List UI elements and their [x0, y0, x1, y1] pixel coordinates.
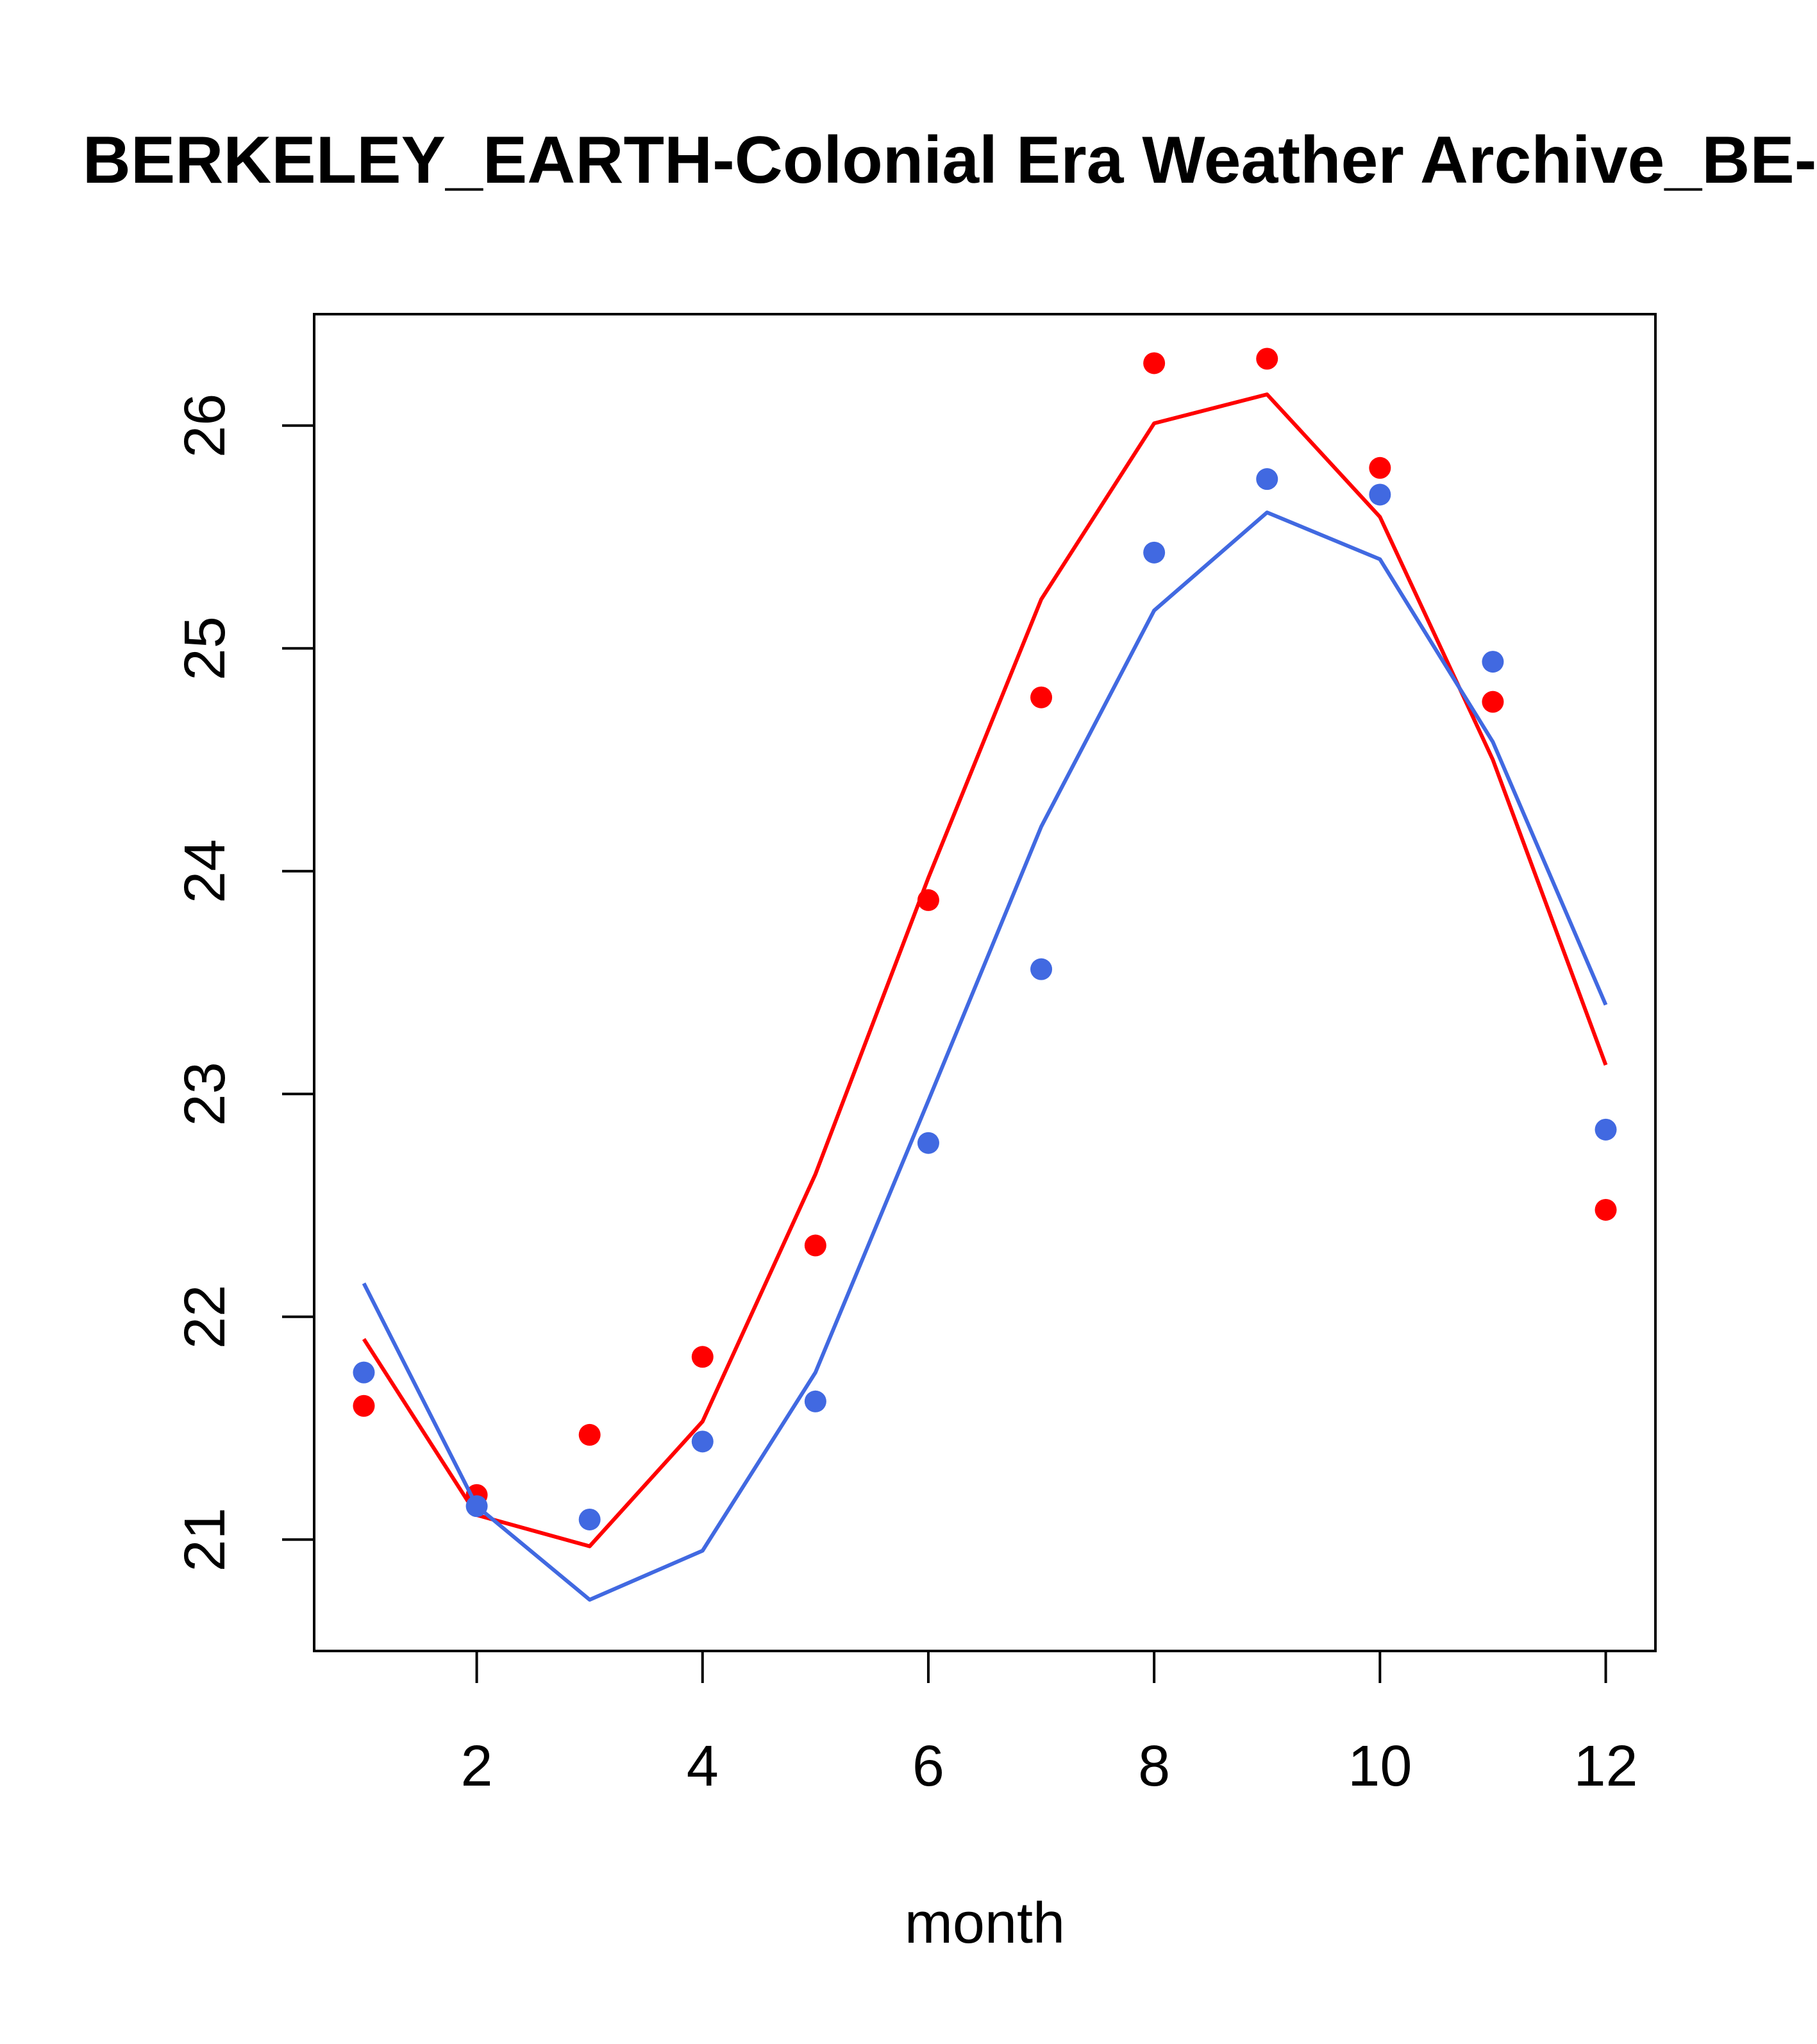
series-2-point — [353, 1361, 375, 1384]
series-1-point — [1369, 457, 1391, 479]
series-1-point — [1482, 691, 1504, 713]
series-2-point — [804, 1390, 826, 1412]
series-2-point — [1369, 483, 1391, 506]
x-axis: 2 4 6 8 10 12 — [461, 1651, 1638, 1798]
y-tick-label: 23 — [173, 1062, 237, 1126]
series-1-point — [1256, 348, 1278, 370]
x-tick-label: 6 — [912, 1734, 944, 1798]
series-1-point — [578, 1423, 601, 1446]
y-tick-label: 26 — [173, 394, 237, 458]
x-tick-label: 10 — [1348, 1734, 1412, 1798]
series-layer — [353, 348, 1617, 1602]
y-axis: 21 22 23 24 25 26 — [173, 394, 314, 1571]
series-1 — [353, 348, 1617, 1548]
y-tick-label: 21 — [173, 1507, 237, 1571]
y-tick-label: 24 — [173, 839, 237, 903]
series-2-point — [917, 1132, 939, 1154]
series-1-point — [804, 1234, 826, 1257]
series-1-point — [917, 889, 939, 911]
series-1-line — [362, 392, 1608, 1548]
x-axis-label: month — [905, 1891, 1065, 1956]
series-1-point — [691, 1346, 714, 1368]
series-1-point — [1030, 686, 1053, 708]
series-2-point — [1482, 651, 1504, 673]
series-2-point — [691, 1430, 714, 1453]
series-1-point — [353, 1395, 375, 1417]
x-tick-label: 4 — [687, 1734, 719, 1798]
series-2-point — [1030, 958, 1053, 980]
series-1-point — [1595, 1198, 1617, 1221]
series-2-point — [1143, 541, 1166, 564]
plot-frame — [313, 313, 1657, 1652]
y-tick-label: 22 — [173, 1285, 237, 1349]
series-2-point — [1256, 468, 1278, 490]
x-tick-label: 12 — [1573, 1734, 1637, 1798]
series-2-point — [465, 1495, 488, 1518]
series-2-line — [362, 510, 1608, 1602]
y-tick-label: 25 — [173, 616, 237, 680]
chart-title: BERKELEY_EARTH-Colonial Era Weather Arch… — [83, 123, 1817, 197]
series-2-point — [1595, 1118, 1617, 1141]
series-2 — [353, 468, 1617, 1602]
series-2-point — [578, 1508, 601, 1530]
x-tick-label: 2 — [461, 1734, 493, 1798]
series-1-point — [1143, 352, 1166, 374]
x-tick-label: 8 — [1138, 1734, 1170, 1798]
